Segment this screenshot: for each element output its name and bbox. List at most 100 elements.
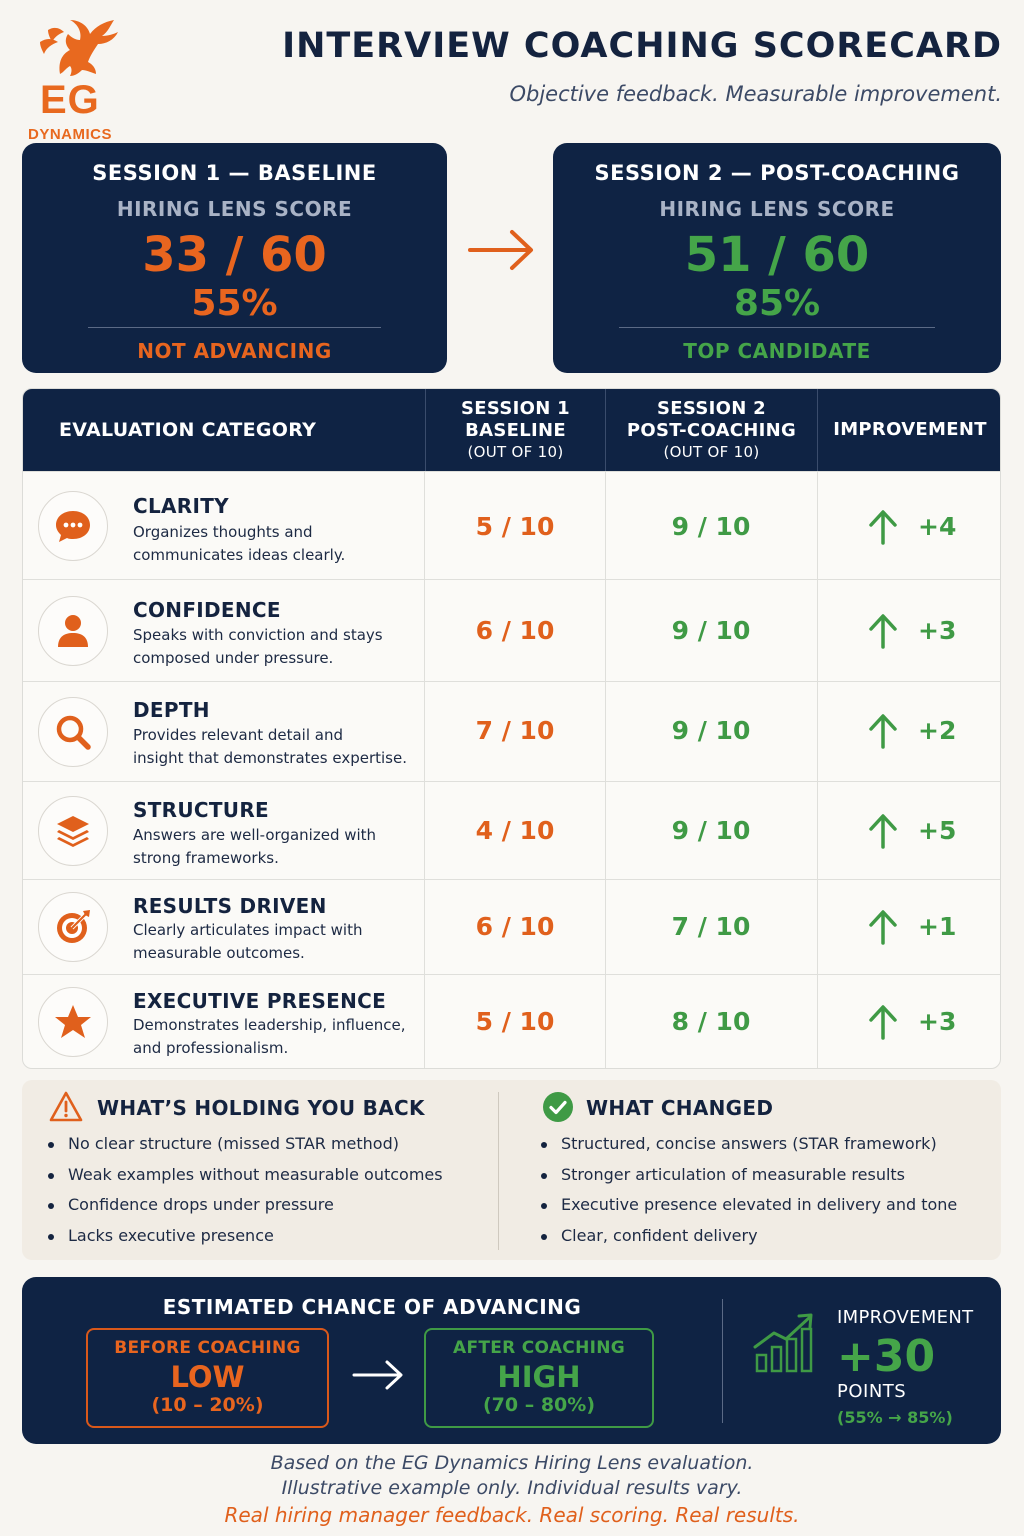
improvement-value: +1 [918, 912, 957, 941]
improvement-value: +3 [918, 1007, 957, 1036]
column-header-session-1: SESSION 1 BASELINE (OUT OF 10) [425, 389, 605, 471]
layers-icon [38, 796, 108, 866]
growth-chart-icon [753, 1313, 813, 1373]
session-2-score: 7 / 10 [671, 912, 751, 941]
arrow-right-icon [468, 230, 533, 270]
before-value: LOW [170, 1360, 245, 1394]
star-icon [38, 987, 108, 1057]
session-1-score: 6 / 10 [475, 912, 555, 941]
session-2-score: 9 / 10 [671, 716, 751, 745]
company-logo: EG DYNAMICS [22, 12, 132, 143]
category-description: Provides relevant detail and insight that… [133, 726, 407, 767]
list-item: Clear, confident delivery [541, 1226, 957, 1257]
arrow-up-icon [869, 814, 897, 849]
evaluation-table: EVALUATION CATEGORY SESSION 1 BASELINE (… [22, 388, 1001, 1069]
page-subtitle: Objective feedback. Measurable improveme… [509, 82, 1002, 106]
session-2-score: 9 / 10 [671, 816, 751, 845]
after-value: HIGH [497, 1360, 581, 1394]
category-description: Organizes thoughts and communicates ideas… [133, 523, 346, 564]
divider [88, 327, 381, 328]
improvement-value: +5 [918, 816, 957, 845]
lens-label: HIRING LENS SCORE [659, 197, 895, 221]
session-status: NOT ADVANCING [137, 339, 332, 363]
session-percent: 55% [191, 283, 278, 324]
session-title: SESSION 1 — BASELINE [92, 161, 377, 185]
footer-tagline: Real hiring manager feedback. Real scori… [224, 1503, 800, 1527]
category-name: CLARITY [133, 494, 229, 518]
column-header-category: EVALUATION CATEGORY [59, 419, 317, 441]
improvement-points: +30 [837, 1331, 936, 1382]
after-label: AFTER COACHING [452, 1338, 626, 1358]
session-1-score: 5 / 10 [475, 512, 555, 541]
list-item: Stronger articulation of measurable resu… [541, 1165, 957, 1196]
session-status: TOP CANDIDATE [683, 339, 871, 363]
category-name: STRUCTURE [133, 798, 270, 822]
improvement-label: IMPROVEMENT [837, 1307, 974, 1328]
logo-subtext: DYNAMICS [28, 126, 113, 143]
advancing-chance-panel: ESTIMATED CHANCE OF ADVANCING BEFORE COA… [22, 1277, 1001, 1444]
table-row: RESULTS DRIVEN Clearly articulates impac… [23, 879, 1000, 974]
session-score: 33 / 60 [142, 227, 327, 283]
footer-note: Based on the EG Dynamics Hiring Lens eva… [270, 1452, 754, 1474]
improvement-value: +4 [918, 512, 957, 541]
session-title: SESSION 2 — POST-COACHING [594, 161, 960, 185]
magnifier-icon [38, 697, 108, 767]
session-1-score: 4 / 10 [475, 816, 555, 845]
points-range: (55% → 85%) [837, 1408, 953, 1427]
table-row: STRUCTURE Answers are well-organized wit… [23, 781, 1000, 879]
column-header-improvement: IMPROVEMENT [817, 389, 1000, 471]
arrow-up-icon [869, 510, 897, 545]
session-1-card: SESSION 1 — BASELINE HIRING LENS SCORE 3… [22, 143, 447, 373]
session-percent: 85% [733, 283, 821, 324]
after-coaching-box: AFTER COACHING HIGH (70 – 80%) [424, 1328, 654, 1428]
list-item: Structured, concise answers (STAR framew… [541, 1134, 957, 1165]
list-item: Executive presence elevated in delivery … [541, 1195, 957, 1226]
arrow-up-icon [869, 1005, 897, 1040]
holding-back-title: WHAT’S HOLDING YOU BACK [97, 1096, 425, 1120]
session-2-score: 8 / 10 [671, 1007, 751, 1036]
table-row: DEPTH Provides relevant detail and insigh… [23, 681, 1000, 781]
list-item: Confidence drops under pressure [48, 1195, 443, 1226]
category-name: RESULTS DRIVEN [133, 894, 327, 918]
griffin-icon [40, 20, 118, 76]
arrow-up-icon [869, 614, 897, 649]
column-header-session-2: SESSION 2 POST-COACHING (OUT OF 10) [605, 389, 817, 471]
table-row: CLARITY Organizes thoughts and communicat… [23, 471, 1000, 579]
divider [619, 327, 935, 328]
footer-disclaimer: Illustrative example only. Individual re… [281, 1477, 743, 1499]
what-changed-title: WHAT CHANGED [586, 1096, 774, 1120]
table-header: EVALUATION CATEGORY SESSION 1 BASELINE (… [23, 389, 1000, 471]
category-name: EXECUTIVE PRESENCE [133, 989, 387, 1013]
arrow-right-icon [352, 1360, 403, 1390]
chance-title: ESTIMATED CHANCE OF ADVANCING [162, 1295, 582, 1319]
logo-text: EG [40, 78, 100, 122]
arrow-up-icon [869, 714, 897, 749]
list-item: Weak examples without measurable outcome… [48, 1165, 443, 1196]
points-label: POINTS [837, 1381, 907, 1402]
after-range: (70 – 80%) [482, 1394, 595, 1416]
category-description: Answers are well-organized with strong fr… [133, 826, 377, 867]
before-coaching-box: BEFORE COACHING LOW (10 – 20%) [86, 1328, 329, 1428]
page-title: INTERVIEW COACHING SCORECARD [282, 26, 1002, 66]
table-row: EXECUTIVE PRESENCE Demonstrates leadersh… [23, 974, 1000, 1068]
category-description: Speaks with conviction and stays composed… [133, 626, 383, 667]
session-2-score: 9 / 10 [671, 512, 751, 541]
arrow-up-icon [869, 910, 897, 945]
category-name: CONFIDENCE [133, 598, 281, 622]
session-1-score: 5 / 10 [475, 1007, 555, 1036]
before-label: BEFORE COACHING [114, 1338, 301, 1358]
holding-back-list: No clear structure (missed STAR method) … [48, 1134, 443, 1256]
improvement-value: +3 [918, 616, 957, 645]
session-1-score: 6 / 10 [475, 616, 555, 645]
divider [498, 1092, 499, 1250]
session-2-score: 9 / 10 [671, 616, 751, 645]
list-item: No clear structure (missed STAR method) [48, 1134, 443, 1165]
session-1-score: 7 / 10 [475, 716, 555, 745]
table-row: CONFIDENCE Speaks with conviction and st… [23, 579, 1000, 681]
feedback-panel: WHAT’S HOLDING YOU BACK No clear structu… [22, 1080, 1001, 1260]
category-description: Clearly articulates impact with measurabl… [133, 921, 363, 962]
check-circle-icon [543, 1092, 573, 1122]
lens-label: HIRING LENS SCORE [116, 197, 353, 221]
session-score: 51 / 60 [684, 227, 870, 283]
before-range: (10 – 20%) [151, 1394, 264, 1416]
